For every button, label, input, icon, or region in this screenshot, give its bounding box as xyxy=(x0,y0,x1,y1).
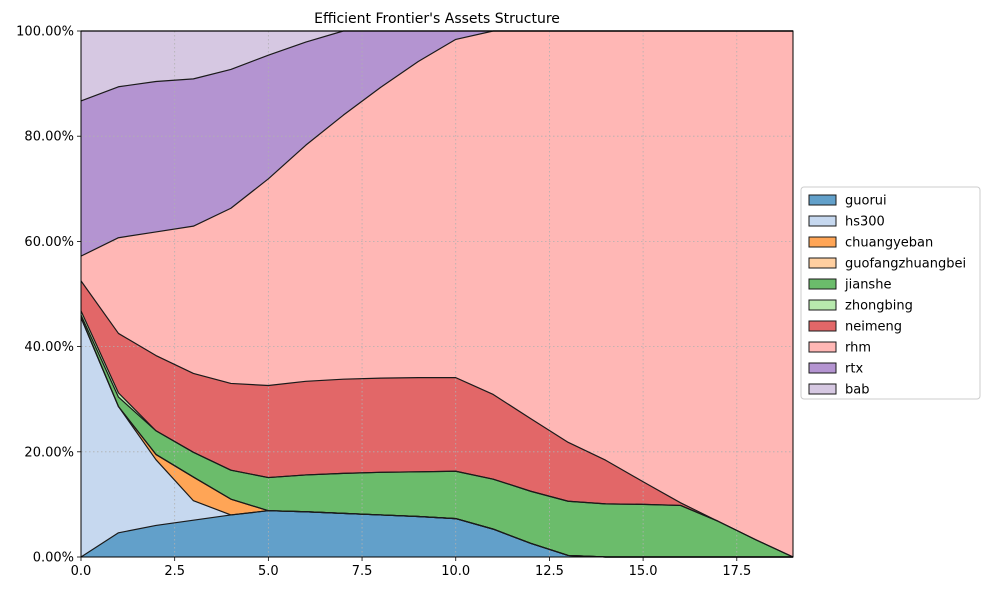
legend-label-zhongbing: zhongbing xyxy=(845,299,913,314)
y-tick-label: 0.00% xyxy=(33,551,74,566)
y-tick-label: 80.00% xyxy=(24,130,74,145)
legend-label-bab: bab xyxy=(845,383,869,398)
x-tick-label: 5.0 xyxy=(258,564,279,579)
area-bab xyxy=(81,31,793,101)
boundary-zhongbing xyxy=(80,310,794,558)
area-guorui xyxy=(81,510,793,557)
legend-box xyxy=(800,186,981,400)
area-neimeng xyxy=(81,280,793,557)
legend-swatch-jianshe xyxy=(808,278,837,290)
legend-swatch-guofangzhuangbei xyxy=(808,257,837,269)
area-rhm xyxy=(81,31,793,557)
y-tick-label: 20.00% xyxy=(24,445,74,460)
legend-swatch-rhm xyxy=(808,341,837,353)
legend-swatch-guorui xyxy=(808,194,837,206)
legend-swatch-chuangyeban xyxy=(808,236,837,248)
x-tick-label: 12.5 xyxy=(535,564,564,579)
legend-swatch-neimeng xyxy=(808,320,837,332)
legend-swatch-bab xyxy=(808,383,837,395)
legend-label-jianshe: jianshe xyxy=(844,278,891,293)
x-tick-label: 15.0 xyxy=(629,564,658,579)
x-tick-label: 10.0 xyxy=(441,564,470,579)
legend-swatch-hs300 xyxy=(808,215,837,227)
legend-label-guofangzhuangbei: guofangzhuangbei xyxy=(845,257,966,272)
x-tick-label: 7.5 xyxy=(352,564,373,579)
ticks-layer: 0.0 2.5 5.0 7.5 10.0 12.5 15.0 17.5 0.00% 20.00% 4… xyxy=(16,25,751,580)
y-tick-label: 60.00% xyxy=(24,235,74,250)
area-rtx xyxy=(81,31,793,257)
legend-label-rtx: rtx xyxy=(845,362,863,377)
area-jianshe xyxy=(81,315,793,557)
legend-label-hs300: hs300 xyxy=(845,215,885,230)
legend-label-chuangyeban: chuangyeban xyxy=(845,236,933,251)
legend-swatch-zhongbing xyxy=(808,299,837,311)
legend-swatch-rtx xyxy=(808,362,837,374)
x-tick-label: 17.5 xyxy=(722,564,751,579)
x-tick-label: 2.5 xyxy=(164,564,185,579)
legend: guorui hs300 chuangyeban guofangzhuangbei ji… xyxy=(800,186,981,400)
areas-layer xyxy=(81,31,793,557)
chart-title: Efficient Frontier's Assets Structure xyxy=(314,11,560,27)
y-tick-label: 40.00% xyxy=(24,340,74,355)
boundary-neimeng xyxy=(80,280,794,558)
plot-frame xyxy=(80,30,794,558)
x-tick-label: 0.0 xyxy=(71,564,92,579)
y-tick-label: 100.00% xyxy=(16,25,74,40)
legend-label-rhm: rhm xyxy=(845,341,871,356)
legend-label-guorui: guorui xyxy=(845,194,887,209)
legend-label-neimeng: neimeng xyxy=(845,320,902,335)
